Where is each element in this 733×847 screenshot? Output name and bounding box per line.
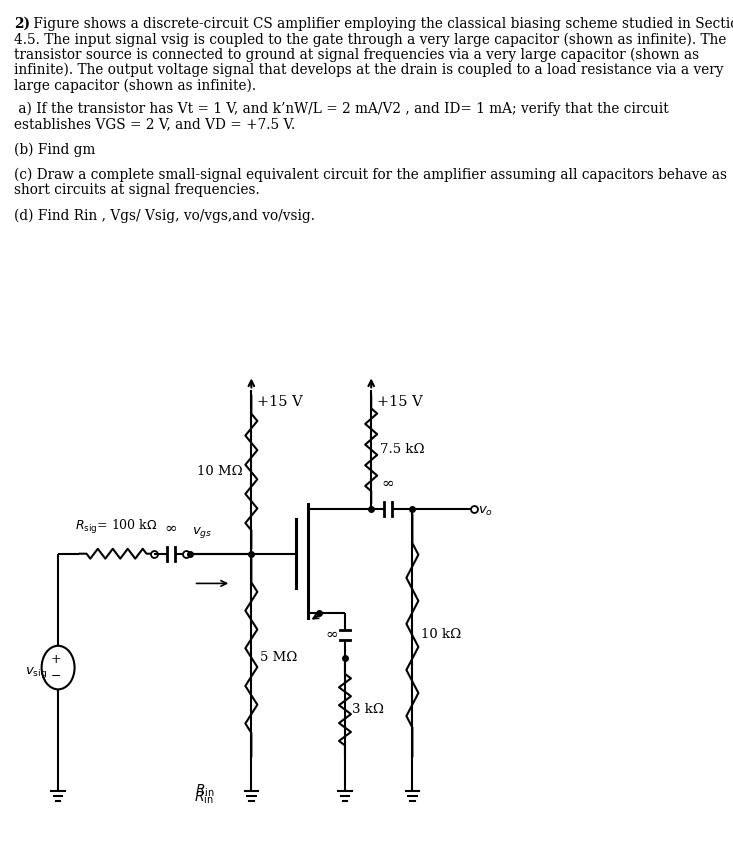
Text: (b) Find gm: (b) Find gm	[14, 142, 95, 157]
Text: 10 kΩ: 10 kΩ	[421, 628, 462, 641]
Text: 4.5. The input signal vsig is coupled to the gate through a very large capacitor: 4.5. The input signal vsig is coupled to…	[14, 32, 726, 47]
Text: 3 kΩ: 3 kΩ	[353, 703, 384, 716]
Text: 7.5 kΩ: 7.5 kΩ	[380, 443, 424, 457]
Text: $R_\mathrm{in}$: $R_\mathrm{in}$	[195, 783, 215, 800]
Text: $v_o$: $v_o$	[479, 505, 493, 518]
Text: ∞: ∞	[381, 478, 394, 491]
Text: a) If the transistor has Vt = 1 V, and k’nW/L = 2 mA/V2 , and ID= 1 mA; verify t: a) If the transistor has Vt = 1 V, and k…	[14, 102, 668, 116]
Text: short circuits at signal frequencies.: short circuits at signal frequencies.	[14, 183, 259, 197]
Text: $R_\mathrm{in}$: $R_\mathrm{in}$	[194, 789, 213, 806]
Text: +: +	[51, 653, 61, 666]
Text: transistor source is connected to ground at signal frequencies via a very large : transistor source is connected to ground…	[14, 47, 699, 62]
Text: large capacitor (shown as infinite).: large capacitor (shown as infinite).	[14, 79, 256, 93]
Text: 2): 2)	[14, 17, 30, 31]
Text: infinite). The output voltage signal that develops at the drain is coupled to a : infinite). The output voltage signal tha…	[14, 63, 723, 77]
Text: ∞: ∞	[325, 628, 338, 642]
Text: $v_{gs}$: $v_{gs}$	[192, 525, 213, 540]
Text: 10 MΩ: 10 MΩ	[196, 465, 243, 478]
Text: Figure shows a discrete-circuit CS amplifier employing the classical biasing sch: Figure shows a discrete-circuit CS ampli…	[29, 17, 733, 31]
Text: $v_\mathrm{sig}$: $v_\mathrm{sig}$	[24, 665, 47, 680]
Text: (d) Find Rin , Vgs/ Vsig, vo/vgs,and vo/vsig.: (d) Find Rin , Vgs/ Vsig, vo/vgs,and vo/…	[14, 208, 315, 223]
Text: 5 MΩ: 5 MΩ	[260, 651, 298, 664]
Text: ∞: ∞	[164, 522, 177, 536]
Text: +15 V: +15 V	[257, 396, 303, 409]
Text: establishes VGS = 2 V, and VD = +7.5 V.: establishes VGS = 2 V, and VD = +7.5 V.	[14, 117, 295, 131]
Text: −: −	[51, 670, 61, 683]
Text: +15 V: +15 V	[377, 396, 423, 409]
Text: $R_\mathrm{sig}$= 100 k$\Omega$: $R_\mathrm{sig}$= 100 k$\Omega$	[75, 518, 158, 536]
Text: (c) Draw a complete small-signal equivalent circuit for the amplifier assuming a: (c) Draw a complete small-signal equival…	[14, 168, 727, 182]
